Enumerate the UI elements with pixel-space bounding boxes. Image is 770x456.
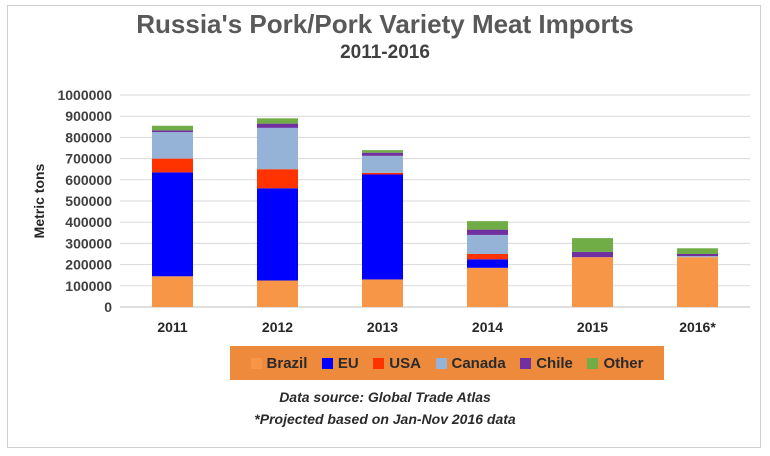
bar-segment-brazil bbox=[152, 276, 193, 307]
legend-swatch bbox=[520, 357, 532, 369]
bar-segment-usa bbox=[257, 169, 298, 189]
bar-segment-brazil bbox=[467, 267, 508, 307]
bar-segment-canada bbox=[362, 155, 403, 173]
bar-segment-other bbox=[362, 150, 403, 153]
legend-swatch bbox=[373, 357, 385, 369]
y-tick-label: 700000 bbox=[65, 151, 112, 167]
y-tick-label: 1000000 bbox=[57, 87, 112, 103]
y-tick-label: 500000 bbox=[65, 193, 112, 209]
bar-segment-brazil bbox=[677, 257, 718, 307]
legend-swatch bbox=[250, 357, 262, 369]
legend-label: USA bbox=[389, 354, 421, 372]
y-tick-label: 400000 bbox=[65, 214, 112, 230]
x-tick-label: 2013 bbox=[367, 319, 398, 335]
y-tick-label: 0 bbox=[104, 299, 112, 315]
legend-swatch bbox=[587, 357, 599, 369]
x-tick-label: 2016* bbox=[679, 319, 716, 335]
bar-segment-brazil bbox=[572, 257, 613, 307]
legend-label: Brazil bbox=[266, 354, 308, 372]
bar-segment-eu bbox=[257, 188, 298, 281]
chart-legend: Brazil EU USA Canada Chile Other bbox=[230, 346, 664, 380]
legend-item-canada: Canada bbox=[435, 354, 506, 372]
legend-item-eu: EU bbox=[321, 354, 359, 372]
bar-segment-other bbox=[467, 221, 508, 230]
bar-segment-canada bbox=[467, 234, 508, 254]
data-source-note: Data source: Global Trade Atlas bbox=[279, 389, 491, 405]
bar-segment-canada bbox=[152, 132, 193, 159]
x-tick-label: 2015 bbox=[577, 319, 608, 335]
projection-note: *Projected based on Jan-Nov 2016 data bbox=[254, 411, 516, 427]
y-tick-label: 800000 bbox=[65, 129, 112, 145]
legend-item-chile: Chile bbox=[520, 355, 573, 372]
bar-segment-chile bbox=[257, 123, 298, 128]
x-tick-label: 2014 bbox=[472, 319, 503, 335]
bar-segment-usa bbox=[362, 172, 403, 175]
legend-swatch bbox=[321, 357, 333, 369]
bar-segment-brazil bbox=[257, 280, 298, 307]
bar-segment-chile bbox=[467, 229, 508, 235]
bar-segment-canada bbox=[677, 256, 718, 258]
bar-segment-other bbox=[257, 118, 298, 124]
bar-segment-brazil bbox=[362, 279, 403, 307]
bar-segment-chile bbox=[152, 130, 193, 133]
x-tick-label: 2011 bbox=[157, 319, 188, 335]
legend-swatch bbox=[435, 357, 447, 369]
y-tick-label: 600000 bbox=[65, 172, 112, 188]
bar-segment-canada bbox=[257, 127, 298, 170]
legend-item-other: Other bbox=[587, 355, 643, 372]
legend-label: Chile bbox=[536, 354, 573, 372]
legend-item-brazil: Brazil bbox=[250, 354, 308, 372]
bar-segment-eu bbox=[152, 172, 193, 277]
y-tick-label: 200000 bbox=[65, 257, 112, 273]
y-tick-label: 300000 bbox=[65, 235, 112, 251]
y-tick-label: 900000 bbox=[65, 108, 112, 124]
bar-segment-usa bbox=[467, 254, 508, 260]
y-tick-label: 100000 bbox=[65, 278, 112, 294]
bar-segment-chile bbox=[677, 254, 718, 257]
x-tick-label: 2012 bbox=[262, 319, 293, 335]
legend-item-usa: USA bbox=[373, 355, 421, 372]
legend-label: Other bbox=[603, 354, 644, 372]
bar-segment-other bbox=[677, 248, 718, 254]
bar-segment-chile bbox=[362, 152, 403, 156]
bar-segment-other bbox=[152, 125, 193, 131]
legend-label: Canada bbox=[451, 354, 506, 372]
bar-segment-usa bbox=[152, 158, 193, 173]
bar-segment-chile bbox=[572, 251, 613, 258]
chart-subtitle: 2011-2016 bbox=[340, 42, 430, 63]
bar-segment-other bbox=[572, 238, 613, 252]
chart-title: Russia's Pork/Pork Variety Meat Imports bbox=[136, 9, 634, 39]
y-axis-label: Metric tons bbox=[31, 163, 47, 238]
legend-label: EU bbox=[337, 354, 359, 372]
bar-segment-eu bbox=[467, 259, 508, 268]
bar-segment-eu bbox=[362, 174, 403, 280]
